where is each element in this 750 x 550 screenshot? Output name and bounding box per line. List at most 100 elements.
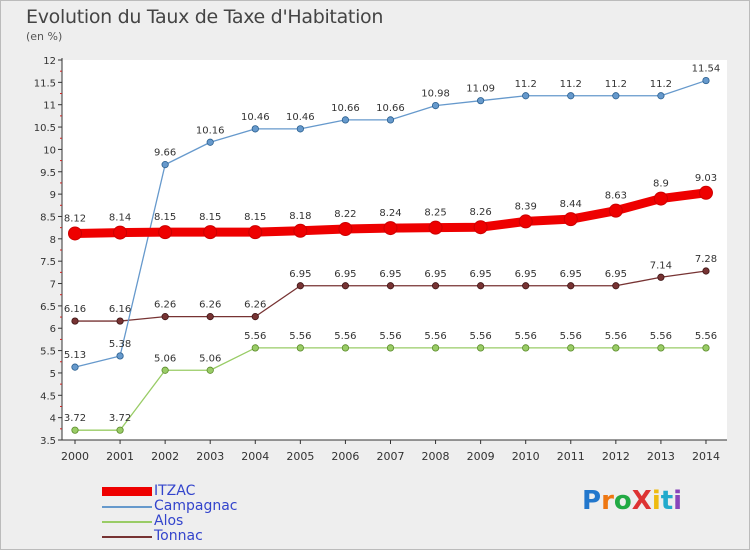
- data-point-tonnac: [702, 267, 710, 275]
- data-point-alos: [206, 366, 214, 374]
- data-point-campagnac: [522, 92, 530, 100]
- data-label-campagnac: 10.66: [376, 103, 405, 114]
- logo-letter: o: [613, 486, 632, 516]
- legend-item-campagnac: Campagnac: [96, 498, 316, 514]
- data-label-tonnac: 6.95: [469, 269, 491, 280]
- y-tick-label: 7.5: [40, 257, 56, 268]
- data-point-alos: [657, 344, 665, 352]
- data-point-campagnac: [116, 352, 124, 360]
- data-point-campagnac: [431, 102, 440, 110]
- data-label-alos: 5.56: [289, 331, 311, 342]
- x-tick-label: 2010: [512, 450, 540, 463]
- data-point-campagnac: [251, 125, 259, 133]
- data-point-alos: [612, 344, 620, 352]
- data-label-alos: 5.56: [379, 331, 401, 342]
- y-tick-label: 3.5: [40, 436, 56, 447]
- data-point-itzac: [608, 203, 623, 218]
- y-tick-label: 5: [50, 369, 56, 380]
- data-label-tonnac: 6.95: [515, 269, 537, 280]
- data-point-campagnac: [161, 161, 169, 169]
- data-label-tonnac: 6.95: [379, 269, 401, 280]
- data-label-alos: 5.56: [515, 331, 537, 342]
- legend-swatch-itzac: [102, 487, 152, 496]
- data-point-alos: [431, 344, 440, 352]
- data-label-tonnac: 6.95: [334, 269, 356, 280]
- y-tick-label: 12: [43, 56, 56, 67]
- data-label-campagnac: 9.66: [154, 148, 176, 159]
- data-label-alos: 5.56: [695, 331, 717, 342]
- legend-label-itzac: ITZAC: [154, 483, 196, 499]
- data-label-tonnac: 6.95: [605, 269, 627, 280]
- data-point-alos: [161, 366, 169, 374]
- data-label-tonnac: 6.95: [424, 269, 446, 280]
- y-tick-label: 4.5: [40, 391, 56, 402]
- data-label-itzac: 8.9: [653, 179, 669, 190]
- data-label-alos: 5.06: [199, 353, 221, 364]
- data-label-alos: 5.06: [154, 353, 176, 364]
- x-tick-label: 2007: [376, 450, 404, 463]
- data-point-alos: [567, 344, 575, 352]
- data-label-campagnac: 11.2: [515, 79, 537, 90]
- data-label-alos: 5.56: [650, 331, 672, 342]
- data-label-alos: 3.72: [109, 413, 131, 424]
- y-tick-label: 7: [50, 280, 56, 291]
- data-point-campagnac: [206, 138, 214, 146]
- y-tick-label: 11: [43, 101, 56, 112]
- data-point-campagnac: [296, 125, 304, 133]
- data-point-tonnac: [71, 317, 79, 325]
- data-point-alos: [116, 426, 124, 434]
- data-point-alos: [522, 344, 530, 352]
- data-label-itzac: 8.44: [560, 199, 582, 210]
- legend-item-tonnac: Tonnac: [96, 528, 316, 544]
- data-label-tonnac: 6.16: [109, 304, 131, 315]
- x-tick-label: 2001: [106, 450, 134, 463]
- data-point-tonnac: [657, 273, 665, 281]
- logo-letter: t: [660, 486, 674, 516]
- y-tick-label: 10.5: [34, 123, 56, 134]
- data-label-alos: 5.56: [424, 331, 446, 342]
- data-point-tonnac: [612, 282, 620, 290]
- data-point-tonnac: [341, 282, 350, 290]
- x-tick-label: 2003: [196, 450, 224, 463]
- data-label-tonnac: 7.28: [695, 254, 717, 265]
- data-point-campagnac: [657, 92, 665, 100]
- data-label-alos: 3.72: [64, 413, 86, 424]
- x-tick-label: 2009: [467, 450, 495, 463]
- data-point-tonnac: [431, 282, 440, 290]
- x-tick-label: 2006: [331, 450, 359, 463]
- y-tick-label: 4: [50, 414, 56, 425]
- data-point-alos: [702, 344, 710, 352]
- data-point-itzac: [203, 225, 218, 240]
- data-label-campagnac: 11.2: [650, 79, 672, 90]
- x-tick-label: 2004: [241, 450, 269, 463]
- data-label-campagnac: 11.2: [560, 79, 582, 90]
- data-label-campagnac: 5.13: [64, 350, 86, 361]
- y-tick-label: 10: [43, 145, 56, 156]
- data-label-tonnac: 6.26: [154, 300, 176, 311]
- data-point-itzac: [473, 220, 488, 235]
- proxiti-logo: ProXiti: [582, 486, 682, 516]
- x-tick-label: 2002: [151, 450, 179, 463]
- x-tick-label: 2008: [422, 450, 450, 463]
- data-label-tonnac: 6.26: [199, 300, 221, 311]
- data-point-tonnac: [386, 282, 395, 290]
- data-point-campagnac: [612, 92, 620, 100]
- y-tick-label: 8: [50, 235, 56, 246]
- data-point-itzac: [293, 223, 308, 238]
- data-label-itzac: 8.18: [289, 211, 311, 222]
- chart-title: Evolution du Taux de Taxe d'Habitation: [26, 6, 384, 28]
- logo-letter: r: [601, 486, 614, 516]
- data-point-itzac: [698, 185, 713, 200]
- x-tick-label: 2014: [692, 450, 720, 463]
- data-label-campagnac: 10.16: [196, 125, 225, 136]
- data-label-campagnac: 10.66: [331, 103, 360, 114]
- x-tick-label: 2011: [557, 450, 585, 463]
- legend-item-itzac: ITZAC: [96, 483, 316, 499]
- data-point-campagnac: [702, 76, 710, 85]
- data-point-tonnac: [251, 313, 259, 321]
- legend-label-tonnac: Tonnac: [154, 528, 203, 544]
- x-tick-label: 2012: [602, 450, 630, 463]
- data-point-itzac: [248, 225, 263, 240]
- data-point-tonnac: [567, 282, 575, 290]
